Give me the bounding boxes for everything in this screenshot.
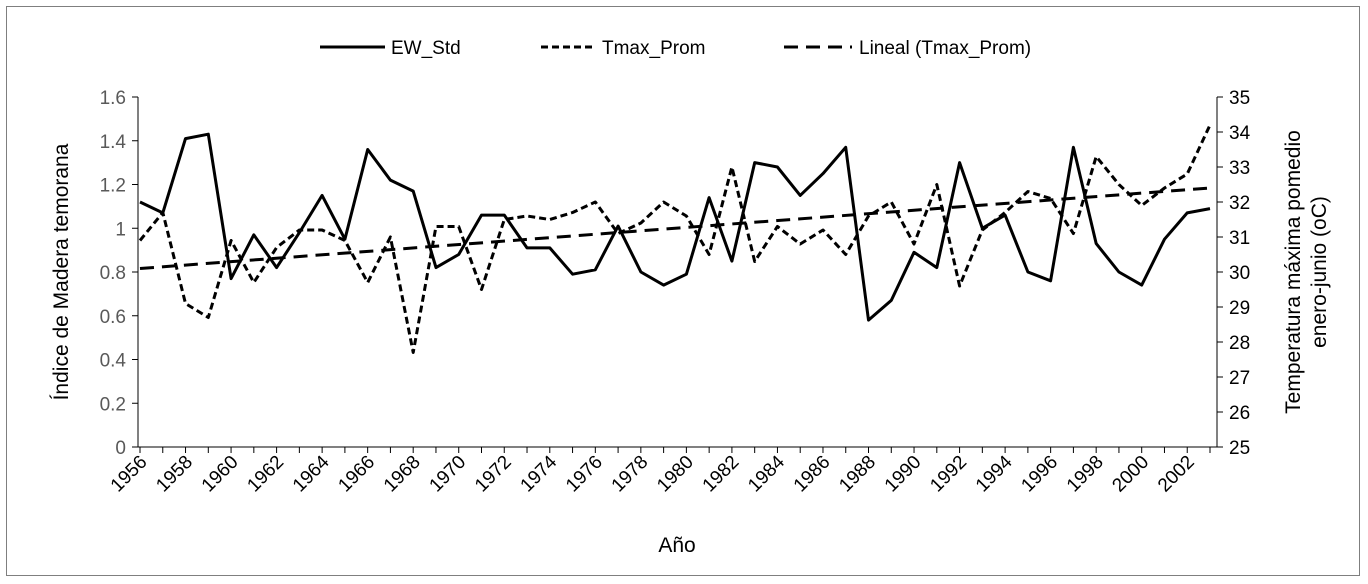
axes: [137, 97, 1218, 448]
left-y-tick-label: 0.6: [100, 307, 126, 328]
x-tick-label: 1994: [972, 451, 1017, 496]
x-tick-label: 1958: [152, 452, 197, 497]
legend-label-tmax-prom: Tmax_Prom: [602, 38, 705, 59]
left-y-tick-label: 0.2: [100, 394, 126, 415]
left-y-tick-label: 1.6: [100, 88, 126, 109]
left-y-tick-label: 0.4: [100, 351, 127, 372]
x-tick-label: 2000: [1108, 452, 1153, 497]
right-y-tick-label: 25: [1229, 438, 1250, 459]
legend-label-ew-std: EW_Std: [391, 38, 461, 59]
right-y-tick-label: 27: [1229, 368, 1250, 389]
x-tick-label: 1990: [881, 452, 926, 497]
x-tick-label: 1980: [653, 452, 698, 497]
right-y-axis-label-line1: Temperatura máxima pomedio: [1282, 130, 1305, 414]
right-y-tick-label: 31: [1229, 228, 1250, 249]
x-tick-label: 1966: [334, 452, 379, 497]
x-tick-label: 1972: [471, 452, 516, 497]
x-tick-label: 1992: [926, 452, 971, 497]
left-y-tick-label: 1.2: [100, 176, 126, 197]
x-tick-label: 1988: [835, 452, 880, 497]
left-y-tick-label: 1.4: [100, 132, 127, 153]
x-tick-label: 1964: [289, 451, 334, 496]
series-line-tmax-prom: [138, 124, 1212, 354]
series-layer: [138, 124, 1212, 354]
right-y-ticks: 25 26 27 28 29 30 31 32 33 34 35: [1217, 88, 1251, 459]
right-y-tick-label: 32: [1229, 193, 1250, 214]
x-tick-label: 1982: [699, 452, 744, 497]
left-y-axis-label: Índice de Madera temorana: [50, 143, 73, 400]
left-y-tick-label: 0.8: [100, 263, 126, 284]
x-tick-label: 1996: [1017, 452, 1062, 497]
x-tick-label: 1986: [790, 452, 835, 497]
x-ticks: 1956 1958 1960 1962 1964 1966 1968 1970 1972 1974…: [107, 447, 1211, 497]
x-tick-label: 2002: [1154, 452, 1199, 497]
x-axis-label: Año: [658, 534, 695, 557]
x-tick-label: 1968: [380, 452, 425, 497]
series-line-lineal-tmax-prom: [139, 186, 1211, 270]
right-y-tick-label: 34: [1229, 123, 1251, 144]
right-y-tick-label: 29: [1229, 298, 1250, 319]
legend-label-lineal: Lineal (Tmax_Prom): [859, 38, 1031, 59]
right-y-tick-label: 26: [1229, 403, 1250, 424]
left-y-tick-label: 1: [115, 219, 126, 240]
right-y-tick-label: 28: [1229, 333, 1250, 354]
x-tick-label: 1998: [1063, 452, 1108, 497]
x-tick-label: 1962: [243, 452, 288, 497]
right-y-tick-label: 35: [1229, 88, 1250, 109]
x-tick-label: 1970: [426, 452, 471, 497]
legend: EW_Std Tmax_Prom Lineal (Tmax_Prom): [320, 38, 1031, 59]
right-y-axis-label-line2: enero-junio (oC): [1308, 196, 1331, 348]
x-tick-label: 1976: [562, 452, 607, 497]
right-y-tick-label: 30: [1229, 263, 1250, 284]
series-line-ew-std: [139, 132, 1211, 322]
x-tick-label: 1960: [198, 452, 243, 497]
chart-frame: [6, 6, 1360, 576]
left-y-ticks: 0 0.2 0.4 0.6 0.8 1 1.2 1.4 1.6: [100, 88, 138, 459]
left-y-tick-label: 0: [115, 438, 126, 459]
x-tick-label: 1974: [517, 451, 562, 496]
x-tick-label: 1984: [744, 451, 789, 496]
right-y-tick-label: 33: [1229, 158, 1250, 179]
x-tick-label: 1978: [608, 452, 653, 497]
x-tick-label: 1956: [107, 452, 152, 497]
